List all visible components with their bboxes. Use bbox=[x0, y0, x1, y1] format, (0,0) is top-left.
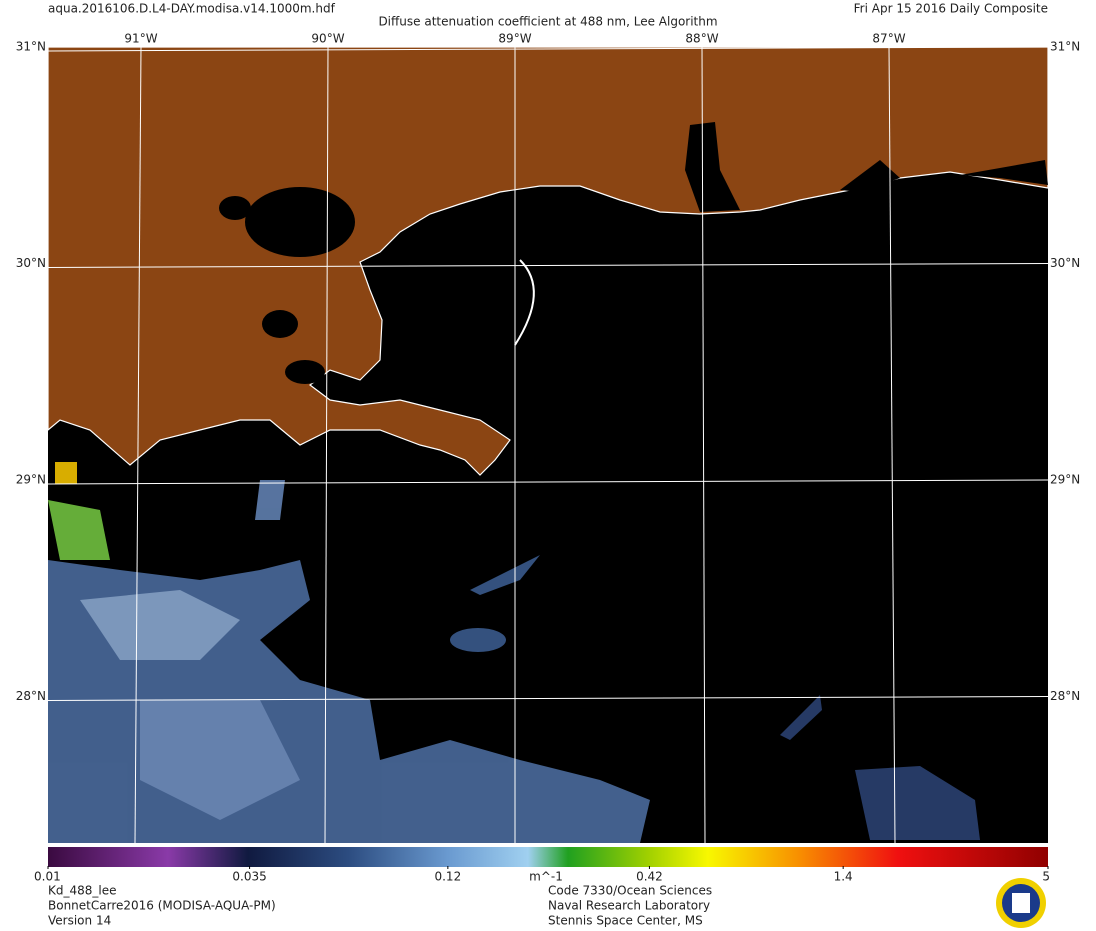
lat-label: 30°N bbox=[16, 256, 46, 270]
lon-label: 91°W bbox=[124, 32, 157, 46]
bay bbox=[685, 122, 740, 212]
lake bbox=[262, 310, 298, 338]
footer-right: Stennis Space Center, MS bbox=[548, 914, 703, 928]
lon-label: 87°W bbox=[872, 32, 905, 46]
footer-left: Kd_488_lee bbox=[48, 884, 117, 898]
parallel bbox=[47, 479, 1049, 485]
date-label: Fri Apr 15 2016 Daily Composite bbox=[854, 2, 1048, 16]
logo bbox=[996, 878, 1046, 928]
meridian bbox=[134, 46, 142, 844]
footer-right: Naval Research Laboratory bbox=[548, 899, 710, 913]
water-color bbox=[48, 462, 980, 843]
lat-label: 28°N bbox=[16, 689, 46, 703]
lon-label: 90°W bbox=[311, 32, 344, 46]
lat-label: 31°N bbox=[16, 40, 46, 54]
footer-left: Version 14 bbox=[48, 914, 111, 928]
graticule bbox=[47, 46, 1049, 844]
colorbar bbox=[48, 847, 1048, 867]
lon-label: 89°W bbox=[498, 32, 531, 46]
lake bbox=[245, 187, 355, 257]
colorbar-tick-label: 0.12 bbox=[434, 870, 461, 884]
footer: Kd_488_lee BonnetCarre2016 (MODISA-AQUA-… bbox=[48, 884, 712, 928]
meridian bbox=[324, 46, 329, 844]
lake bbox=[219, 196, 251, 220]
lake bbox=[285, 360, 325, 384]
lon-label: 88°W bbox=[685, 32, 718, 46]
map bbox=[47, 46, 1049, 844]
bay bbox=[960, 160, 1048, 185]
meridian bbox=[701, 46, 706, 844]
lat-label: 30°N bbox=[1050, 256, 1080, 270]
footer-left: BonnetCarre2016 (MODISA-AQUA-PM) bbox=[48, 899, 276, 913]
file-name: aqua.2016106.D.L4-DAY.modisa.v14.1000m.h… bbox=[48, 2, 336, 16]
meridian bbox=[888, 46, 896, 844]
colorbar-tick-label: 0.01 bbox=[34, 870, 61, 884]
lat-label: 28°N bbox=[1050, 689, 1080, 703]
footer-right: Code 7330/Ocean Sciences bbox=[548, 884, 712, 898]
lat-label: 29°N bbox=[16, 473, 46, 487]
parallel bbox=[47, 696, 1049, 701]
colorbar-unit: m^-1 bbox=[529, 870, 563, 884]
parallel bbox=[47, 46, 1049, 52]
colorbar-tick-label: 1.4 bbox=[834, 870, 853, 884]
barrier-island bbox=[514, 259, 535, 346]
colorbar-tick-label: 0.035 bbox=[232, 870, 266, 884]
parallel bbox=[47, 263, 1049, 268]
bay bbox=[840, 160, 900, 192]
colorbar-ticks: 0.01 0.035 0.12 0.42 1.4 5 m^-1 bbox=[34, 866, 1050, 884]
colorbar-tick-label: 5 bbox=[1042, 870, 1050, 884]
colorbar-tick-label: 0.42 bbox=[636, 870, 663, 884]
lat-label: 29°N bbox=[1050, 473, 1080, 487]
lat-label: 31°N bbox=[1050, 40, 1080, 54]
map-title: Diffuse attenuation coefficient at 488 n… bbox=[378, 15, 717, 29]
